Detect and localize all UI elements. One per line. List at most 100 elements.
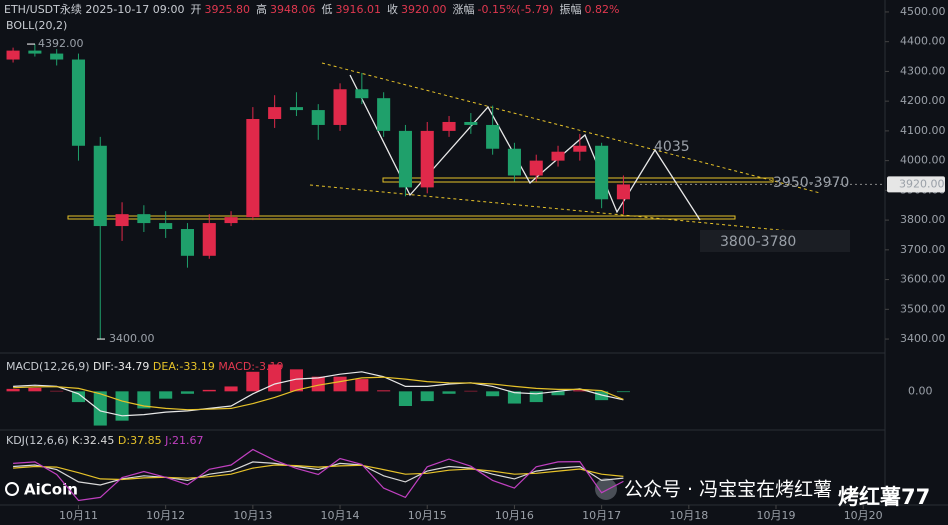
x-tick-label: 10月20: [844, 509, 883, 522]
field-value: 3948.06: [270, 3, 316, 16]
candle-body: [355, 89, 369, 99]
macd-bar: [311, 376, 325, 392]
field-label: 低: [322, 3, 333, 16]
macd-bar: [355, 379, 369, 392]
x-tick-label: 10月16: [495, 509, 534, 522]
macd-bar: [398, 391, 412, 406]
candle-body: [507, 148, 521, 176]
field-value: 0.82%: [584, 3, 619, 16]
kdj-title: KDJ(12,6,6) K:32.45 D:37.85 J:21.67: [6, 434, 204, 447]
last-price-box: [887, 176, 945, 193]
annotation: 4035: [654, 139, 690, 155]
candle-body: [486, 124, 500, 149]
candle-body: [529, 160, 543, 176]
candle-body: [595, 145, 609, 200]
candle-body: [28, 50, 42, 54]
legend-j: J:21.67: [164, 434, 203, 447]
candle-body: [420, 130, 434, 188]
field-label: 高: [256, 2, 267, 16]
zone: [67, 215, 736, 220]
candle-body: [573, 145, 587, 152]
legend-d: D:37.85: [118, 434, 162, 447]
boll-label: BOLL(20,2): [6, 19, 67, 32]
legend-dif: DIF:-34.79: [93, 360, 149, 373]
candle-body: [202, 223, 216, 256]
macd-bar: [595, 391, 609, 401]
legend-k: K:32.45: [72, 434, 114, 447]
x-tick-label: 10月11: [59, 509, 98, 522]
x-tick-label: 10月19: [757, 509, 796, 522]
macd-bar: [551, 391, 565, 396]
candle-body: [159, 223, 173, 230]
y-tick-label: 4100.00: [900, 124, 946, 137]
y-tick-label: 4500.00: [900, 5, 946, 18]
candle-body: [6, 50, 20, 60]
macd-bar: [180, 391, 195, 394]
field-value: -0.15%(-5.79): [478, 3, 554, 16]
candle-body: [224, 217, 238, 224]
candle-body: [71, 59, 86, 146]
macd-title: MACD(12,26,9): [6, 360, 90, 373]
y-tick-label: 4400.00: [900, 35, 946, 48]
y-tick-label: 3800.00: [900, 213, 946, 226]
field-label: 收: [387, 2, 398, 16]
macd-bar: [93, 391, 107, 426]
candle-body: [289, 107, 303, 111]
candle-body: [377, 98, 391, 131]
macd-bar: [137, 391, 151, 409]
macd-bar: [616, 391, 630, 393]
y-tick-label: 3600.00: [900, 273, 946, 286]
candle-body: [246, 119, 260, 218]
y-tick-label: 3400.00: [900, 332, 946, 345]
field-label: 振幅: [559, 2, 581, 16]
last-price-label: 3920.00: [899, 177, 945, 190]
y-tick-label: 3500.00: [900, 302, 946, 315]
candle-body: [137, 214, 151, 224]
candle-body: [50, 53, 64, 60]
macd-bar: [268, 364, 282, 392]
macd-title: MACD(12,26,9) DIF:-34.79 DEA:-33.19 MACD…: [6, 360, 283, 373]
candle-body: [398, 130, 412, 188]
macd-bar: [486, 391, 500, 397]
macd-bar: [246, 371, 260, 392]
zone: [382, 177, 774, 183]
x-tick-label: 10月17: [582, 509, 621, 522]
field-label: 涨幅: [453, 3, 475, 16]
symbol: ETH/USDT永续: [4, 2, 82, 16]
candle-body: [551, 151, 565, 161]
field-value: 3920.00: [401, 3, 447, 16]
header: ETH/USDT永续 2025-10-17 09:00 开 3925.80 高 3948…: [4, 2, 619, 16]
account-tag: 烤红薯77: [838, 485, 930, 509]
indicator-line: [13, 464, 624, 481]
x-tick-label: 10月15: [408, 509, 447, 522]
macd-bar: [224, 386, 238, 392]
macd-bar: [333, 376, 347, 392]
y-tick-label: 3700.00: [900, 243, 946, 256]
time: 2025-10-17 09:00: [85, 3, 184, 16]
candle-body: [115, 214, 129, 227]
field-label: 开: [191, 3, 202, 16]
y-tick-label: 4300.00: [900, 64, 946, 77]
field-value: 3916.01: [336, 3, 382, 16]
candle-body: [311, 110, 325, 125]
low-label: 3400.00: [109, 332, 155, 345]
candle-body: [442, 121, 456, 131]
trendline: [321, 62, 821, 194]
annotation: 3950-3970: [773, 175, 849, 191]
zone-shade: [700, 230, 850, 252]
y-tick-label: 4200.00: [900, 94, 946, 107]
high-label: 4392.00: [38, 37, 84, 50]
macd-bar: [115, 391, 129, 421]
macd-bar: [202, 389, 216, 392]
indicator-line: [13, 371, 624, 417]
candle-body: [93, 145, 107, 227]
x-tick-label: 10月14: [321, 509, 360, 522]
kdj-title: KDJ(12,6,6): [6, 434, 69, 447]
indicator-line: [13, 448, 624, 502]
legend-macd: MACD:-3.19: [218, 360, 283, 373]
macd-bar: [573, 390, 587, 392]
candle-body: [333, 89, 347, 125]
